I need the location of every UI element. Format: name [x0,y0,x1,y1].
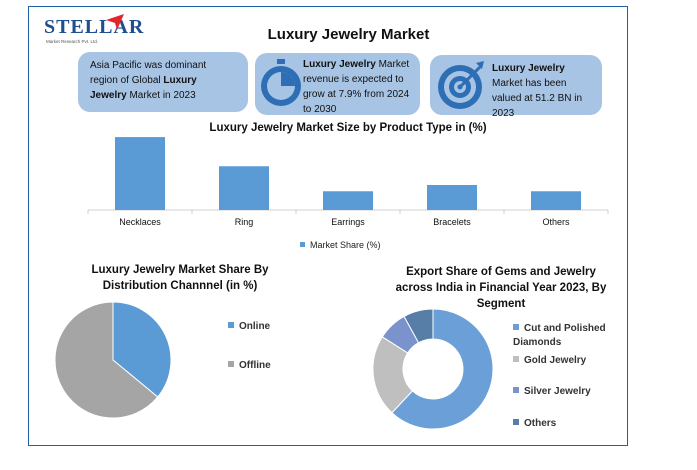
legend-swatch [513,387,519,393]
card-text-post: Market has been valued at 51.2 BN in 202… [492,78,583,119]
legend-label: Others [524,418,557,429]
page-title: Luxury Jewelry Market [267,26,430,43]
bar-others [531,191,581,210]
pie-chart-title: Luxury Jewelry Market Share By Distribut… [91,264,269,292]
legend-label: Gold Jewelry [524,355,587,366]
x-tick-label: Necklaces [119,217,161,227]
x-tick-label: Earrings [331,217,365,227]
bar-earrings [323,191,373,210]
pie-slice-offline [54,301,159,419]
logo-tagline: Market Research Pvt. Ltd. [46,39,99,44]
card-text-bold: Luxury Jewelry [492,63,565,74]
pie-slice-online [112,301,172,398]
legend-swatch [513,324,519,330]
legend-swatch [228,322,234,328]
legend-swatch [228,361,234,367]
bar-chart-title: Luxury Jewelry Market Size by Product Ty… [209,122,487,134]
info-card-growth: Luxury Jewelry Market revenue is expecte… [255,53,420,115]
target-icon [438,61,484,109]
legend-swatch [513,356,519,362]
bar-ring [219,166,269,210]
donut-slice-0 [391,308,494,430]
pie-legend-item: Offline [228,359,271,373]
donut-legend-item: Others [513,417,613,431]
x-tick-label: Others [542,217,570,227]
donut-chart-title: Export Share of Gems and Jewelry across … [395,266,607,310]
donut-legend-item: Cut and Polished Diamonds [513,322,613,350]
card-text-bold: Luxury Jewelry [90,75,197,101]
x-tick-label: Bracelets [433,217,471,227]
x-tick-label: Ring [234,217,254,227]
legend-label: Silver Jewelry [524,386,591,397]
legend-swatch [513,419,519,425]
bar-necklaces [115,137,165,210]
card-text-post: Market revenue is expected to grow at 7.… [303,59,410,115]
legend-label: Cut and Polished Diamonds [513,323,606,348]
legend-label: Market Share (%) [310,240,381,250]
pie-legend-item: Online [228,320,270,334]
arrow-icon [106,14,124,30]
info-card-region: Asia Pacific was dominant region of Glob… [78,52,248,112]
card-text-post: Market in 2023 [126,90,196,101]
donut-legend-item: Silver Jewelry [513,385,613,399]
legend-label: Offline [239,360,271,371]
stellar-logo: STELLAR Market Research Pvt. Ltd. [44,12,143,48]
card-text-pre: Asia Pacific was dominant region of Glob… [90,60,207,86]
info-card-valuation: Luxury Jewelry Market has been valued at… [430,55,602,119]
bar-bracelets [427,185,477,210]
stopwatch-icon [261,59,301,106]
card-text-bold: Luxury Jewelry [303,59,376,70]
bar-legend: Market Share (%) [300,240,381,250]
donut-slice-3 [403,308,434,344]
legend-label: Online [239,321,271,332]
donut-legend-item: Gold Jewelry [513,354,613,368]
legend-swatch [300,242,305,247]
